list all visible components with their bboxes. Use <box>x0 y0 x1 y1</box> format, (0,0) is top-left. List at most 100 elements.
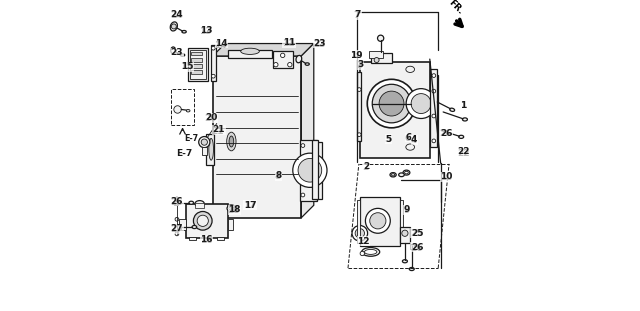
Circle shape <box>301 193 305 197</box>
Bar <box>300 140 317 201</box>
Text: 1: 1 <box>460 101 466 110</box>
Circle shape <box>406 89 436 118</box>
Ellipse shape <box>229 207 234 210</box>
Text: 1: 1 <box>460 101 466 109</box>
Circle shape <box>175 197 179 201</box>
Ellipse shape <box>227 205 236 212</box>
Text: 15: 15 <box>180 62 193 71</box>
Bar <box>188 48 208 81</box>
Circle shape <box>211 46 215 50</box>
Text: 12: 12 <box>357 237 370 245</box>
Bar <box>356 200 360 243</box>
Text: FR.: FR. <box>447 0 465 16</box>
Circle shape <box>352 225 367 241</box>
Circle shape <box>193 211 212 230</box>
Ellipse shape <box>403 260 408 263</box>
Text: 3: 3 <box>357 60 364 69</box>
Ellipse shape <box>362 248 380 256</box>
Ellipse shape <box>409 267 414 271</box>
Text: 7: 7 <box>355 11 361 19</box>
Text: 26: 26 <box>171 198 183 207</box>
Text: 25: 25 <box>411 229 423 238</box>
Circle shape <box>372 84 411 123</box>
Ellipse shape <box>171 47 176 54</box>
Ellipse shape <box>403 170 410 175</box>
Bar <box>400 227 410 243</box>
Text: 17: 17 <box>243 202 255 210</box>
Circle shape <box>287 63 292 67</box>
Bar <box>191 58 202 62</box>
Bar <box>212 56 301 218</box>
Ellipse shape <box>463 118 467 121</box>
Circle shape <box>360 251 364 256</box>
Ellipse shape <box>392 174 395 176</box>
Ellipse shape <box>459 135 464 138</box>
Ellipse shape <box>450 108 454 111</box>
Text: 27: 27 <box>171 224 183 233</box>
Bar <box>312 140 318 199</box>
Text: 2: 2 <box>363 162 369 171</box>
Bar <box>177 225 180 229</box>
Circle shape <box>292 153 327 187</box>
Text: 26: 26 <box>171 197 183 206</box>
Text: 13: 13 <box>198 27 211 35</box>
Text: 16: 16 <box>200 236 212 244</box>
Circle shape <box>279 169 284 173</box>
Text: 21: 21 <box>212 127 224 136</box>
Ellipse shape <box>364 249 377 254</box>
Circle shape <box>174 106 181 113</box>
Text: 20: 20 <box>205 113 218 122</box>
Circle shape <box>175 232 179 236</box>
Circle shape <box>367 79 416 128</box>
Text: 6: 6 <box>405 133 412 142</box>
Text: 9: 9 <box>403 207 410 215</box>
Text: 26: 26 <box>440 129 453 137</box>
Circle shape <box>402 230 408 236</box>
Circle shape <box>279 202 284 206</box>
Circle shape <box>365 208 390 233</box>
Bar <box>195 203 204 208</box>
Text: 10: 10 <box>440 172 452 181</box>
Circle shape <box>357 88 361 91</box>
Text: 23: 23 <box>170 49 182 57</box>
Ellipse shape <box>195 201 204 207</box>
Text: 19: 19 <box>350 52 362 60</box>
Ellipse shape <box>227 132 236 151</box>
Circle shape <box>374 58 379 63</box>
Ellipse shape <box>305 63 309 65</box>
Bar <box>431 69 437 147</box>
Circle shape <box>172 24 176 29</box>
Text: 20: 20 <box>204 114 217 123</box>
Circle shape <box>298 159 322 182</box>
Circle shape <box>211 74 215 78</box>
Text: 21: 21 <box>212 126 225 134</box>
Circle shape <box>175 217 179 221</box>
Text: 18: 18 <box>227 207 240 215</box>
Circle shape <box>197 215 209 226</box>
Text: 19: 19 <box>350 51 363 60</box>
Bar <box>371 53 392 63</box>
Circle shape <box>198 137 210 148</box>
Text: 4: 4 <box>410 136 417 145</box>
Text: 13: 13 <box>200 26 212 35</box>
Text: 18: 18 <box>228 206 241 214</box>
Circle shape <box>432 89 436 93</box>
Bar <box>207 134 214 165</box>
Bar <box>189 237 196 240</box>
Circle shape <box>379 91 404 116</box>
Text: 23: 23 <box>313 40 326 49</box>
Ellipse shape <box>182 30 186 33</box>
Bar <box>360 62 431 158</box>
Text: 15: 15 <box>180 63 193 71</box>
Text: E-7: E-7 <box>184 134 198 142</box>
Text: 7: 7 <box>353 11 360 20</box>
Circle shape <box>264 180 278 194</box>
Bar <box>356 72 362 141</box>
Ellipse shape <box>404 171 408 174</box>
Circle shape <box>432 114 436 118</box>
Bar <box>174 201 177 205</box>
Bar <box>369 51 383 58</box>
Circle shape <box>355 229 364 238</box>
Text: 8: 8 <box>275 172 281 181</box>
Ellipse shape <box>390 173 396 177</box>
